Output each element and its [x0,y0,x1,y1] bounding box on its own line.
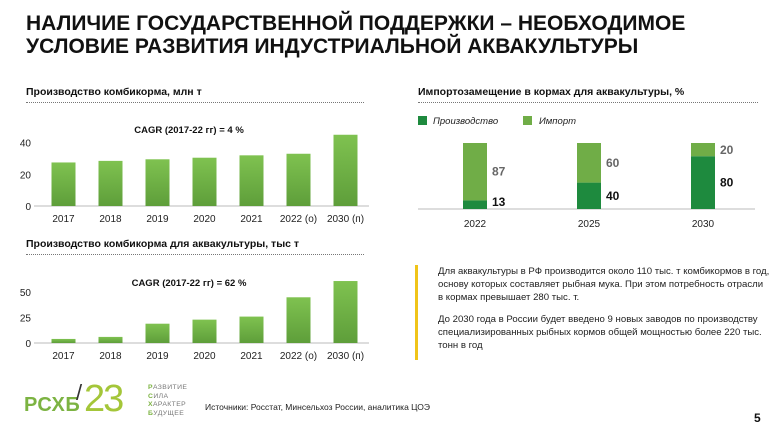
bar [51,162,76,206]
bar [286,153,311,206]
bar [192,157,217,206]
logo-tagline-line: СИЛА [148,392,169,400]
page-title: НАЛИЧИЕ ГОСУДАРСТВЕННОЙ ПОДДЕРЖКИ – НЕОБ… [26,12,746,58]
bar [286,297,311,343]
x-tick-label: 2022 (о) [280,214,317,225]
logo-tagline-line: ХАРАКТЕР [148,401,187,409]
note-paragraph-2: До 2030 года в России будет введено 9 но… [438,314,762,351]
x-tick-label: 2019 [146,351,169,362]
cagr-annotation: CAGR (2017-22 гг) = 4 % [134,125,244,136]
y-tick-label: 25 [20,314,32,325]
chart3-svg: Производство Импорт 87 13 2022 60 40 2025 20 80 20… [418,116,755,230]
y-tick-label: 0 [25,202,31,213]
cagr-annotation: CAGR (2017-22 гг) = 62 % [132,278,247,289]
y-tick-label: 0 [25,339,31,350]
bar [98,160,123,206]
page-number: 5 [754,411,761,425]
bar-import [691,143,715,157]
note-paragraph-1: Для аквакультуры в РФ производится около… [438,266,770,303]
legend-label-production: Производство [433,116,498,127]
page-title-line2: УСЛОВИЕ РАЗВИТИЯ ИНДУСТРИАЛЬНОЙ АКВАКУЛЬ… [26,35,639,58]
bar [333,281,358,343]
bar [145,323,170,343]
chart3-title: Импортозамещение в кормах для аквакульту… [418,86,685,98]
x-tick-label: 2030 [692,219,715,230]
data-label-production: 80 [720,176,734,190]
x-tick-label: 2022 (о) [280,351,317,362]
data-label-import: 60 [606,156,620,170]
legend-swatch-import [523,116,532,125]
chart2-title: Производство комбикорма для аквакультуры… [26,238,300,250]
bar [98,336,123,343]
y-tick-label: 20 [20,170,32,181]
legend-label-import: Импорт [539,116,576,127]
x-tick-label: 2018 [99,214,122,225]
logo-tagline-line: РАЗВИТИЕ [148,384,188,391]
data-label-production: 13 [492,195,506,209]
x-tick-label: 2019 [146,214,169,225]
data-label-production: 40 [606,189,620,203]
x-tick-label: 2020 [193,214,216,225]
chart2-divider [26,254,364,255]
chart1-divider [26,102,364,103]
bar [192,319,217,343]
x-tick-label: 2017 [52,214,75,225]
x-tick-label: 2017 [52,351,75,362]
chart1-svg: 0 20 40 2017 2018 2019 2020 2021 2022 (о) 2030 (п… [20,125,369,225]
y-tick-label: 40 [20,139,32,150]
x-tick-label: 2030 (п) [327,351,364,362]
chart2-svg: 0 25 50 2017 2018 2019 2020 2021 2022 (о) 2030 (п… [20,278,369,362]
chart3-divider [418,102,758,103]
bar [239,155,264,206]
x-tick-label: 2022 [464,219,487,230]
sources-footnote: Источники: Росстат, Минсельхоз России, а… [205,402,431,412]
bar-production [691,156,715,209]
bar-production [577,182,601,209]
info-note: Для аквакультуры в РФ производится около… [415,265,770,360]
data-label-import: 87 [492,165,506,179]
data-label-import: 20 [720,143,734,157]
page-title-line1: НАЛИЧИЕ ГОСУДАРСТВЕННОЙ ПОДДЕРЖКИ – НЕОБ… [26,12,686,35]
x-tick-label: 2020 [193,351,216,362]
x-tick-label: 2018 [99,351,122,362]
bar-production [463,200,487,209]
logo-slash: / [76,380,83,405]
logo-tagline-line: БУДУЩЕЕ [148,409,185,417]
logo-tagline: РАЗВИТИЕ СИЛА ХАРАКТЕР БУДУЩЕЕ [148,384,187,418]
bar [333,134,358,206]
logo-number: 23 [84,378,124,420]
bar [51,338,76,343]
logo-wordmark: РСХБ [24,394,81,416]
x-tick-label: 2021 [240,214,263,225]
bar-import [463,143,487,201]
x-tick-label: 2025 [578,219,601,230]
bar-import [577,143,601,183]
bar [239,316,264,343]
x-tick-label: 2021 [240,351,263,362]
y-tick-label: 50 [20,288,32,299]
x-tick-label: 2030 (п) [327,214,364,225]
chart1-title: Производство комбикорма, млн т [26,86,202,98]
bar [145,159,170,206]
legend-swatch-production [418,116,427,125]
